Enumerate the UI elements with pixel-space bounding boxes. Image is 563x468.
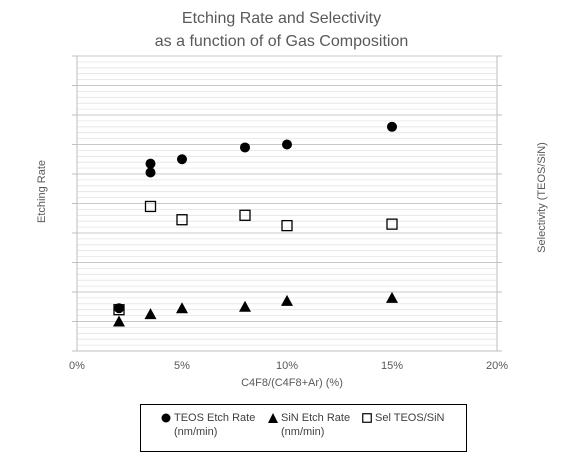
x-tick-label: 10% <box>276 360 298 372</box>
teos-data-point <box>387 121 397 132</box>
x-axis-title: C4F8/(C4F8+Ar) (%) <box>241 377 343 389</box>
legend-label-teos: TEOS Etch Rate <box>174 412 256 424</box>
selectivity-data-point <box>176 214 188 226</box>
legend: TEOS Etch Rate (nm/min) SiN Etch Rate (nm/… <box>140 404 467 452</box>
sin-data-point <box>113 315 125 327</box>
selectivity-data-point <box>113 304 125 316</box>
square-marker-icon <box>362 413 372 423</box>
sin-data-point <box>239 300 251 312</box>
x-tick-label: 20% <box>486 360 508 372</box>
x-tick-label: 0% <box>69 360 85 372</box>
sin-data-point <box>281 294 293 306</box>
teos-data-point <box>145 167 156 178</box>
chart-subtitle: as a function of of Gas Composition <box>154 33 409 50</box>
teos-data-point <box>240 142 250 153</box>
scatter-plot: 0% 5% 10% 15% 20% C4F8/(C4F8+Ar) (%) Etching R… <box>36 55 548 389</box>
sin-data-point <box>176 302 188 314</box>
y-axis-title: Etching Rate <box>36 160 48 223</box>
legend-unit-teos: (nm/min) <box>174 426 218 438</box>
legend-label-sin: SiN Etch Rate <box>281 412 351 424</box>
legend-label-sel: Sel TEOS/SiN <box>375 412 445 424</box>
selectivity-data-point <box>281 219 293 232</box>
circle-marker-icon <box>161 413 171 423</box>
teos-data-point <box>177 154 187 165</box>
chart-title: Etching Rate and Selectivity <box>181 10 382 27</box>
selectivity-data-point <box>386 218 398 230</box>
legend-unit-sin: (nm/min) <box>281 426 325 438</box>
teos-data-point <box>114 303 124 314</box>
triangle-marker-icon <box>268 413 278 423</box>
selectivity-data-point <box>239 209 251 221</box>
sin-data-point <box>144 308 157 320</box>
selectivity-data-point <box>144 200 157 213</box>
teos-data-point <box>145 158 156 169</box>
y2-axis-title: Selectivity (TEOS/SiN) <box>536 142 548 253</box>
x-tick-label: 5% <box>174 360 190 372</box>
teos-data-point <box>282 139 292 150</box>
sin-data-point <box>386 291 398 303</box>
x-tick-label: 15% <box>381 360 403 372</box>
